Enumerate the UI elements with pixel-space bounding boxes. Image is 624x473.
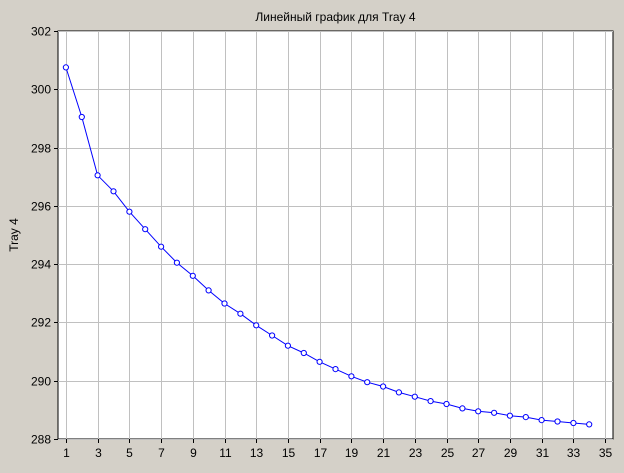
data-point: [237, 310, 244, 317]
data-point: [380, 383, 387, 390]
x-tick-label: 3: [95, 446, 102, 460]
data-point: [316, 358, 323, 365]
x-tick-label: 21: [377, 446, 391, 460]
y-tick-label: 300: [31, 83, 51, 97]
y-axis-title: Tray 4: [7, 218, 21, 252]
data-point: [522, 414, 529, 421]
x-tick-label: 25: [441, 446, 455, 460]
data-point: [78, 113, 85, 121]
data-point: [348, 373, 355, 380]
x-tick-label: 7: [158, 446, 165, 460]
x-tick-label: 23: [409, 446, 423, 460]
data-point: [364, 379, 371, 386]
data-point: [284, 342, 291, 349]
data-point: [586, 421, 593, 428]
y-tick-label: 292: [31, 316, 51, 330]
x-tick-label: 17: [314, 446, 328, 460]
x-tick-label: 33: [567, 446, 581, 460]
data-point: [570, 419, 577, 427]
data-point: [205, 287, 212, 294]
y-tick-label: 294: [31, 258, 51, 272]
data-point: [443, 400, 450, 408]
y-tick-label: 298: [31, 142, 51, 156]
x-tick-label: 11: [219, 446, 232, 460]
data-point: [427, 398, 434, 405]
data-point: [253, 322, 260, 329]
data-point: [538, 417, 545, 424]
x-tick-label: 35: [599, 446, 613, 460]
y-tick-label: 302: [31, 25, 51, 39]
data-point: [126, 208, 133, 215]
series-layer: [62, 64, 593, 428]
data-point: [269, 332, 276, 339]
data-point: [173, 259, 180, 266]
x-tick-label: 5: [126, 446, 133, 460]
x-tick-label: 29: [504, 446, 518, 460]
data-point: [300, 349, 307, 357]
y-tick-label: 290: [31, 375, 51, 389]
chart-title: Линейный график для Tray 4: [255, 10, 415, 24]
data-point: [221, 300, 228, 307]
x-tick-label: 19: [345, 446, 359, 460]
data-point: [332, 366, 339, 373]
axis-ticks: 1 3 5 7 9 11 13 15 17 19 21 23 25 27 29 31 33 35288290292…: [31, 25, 613, 461]
grid-lines: [58, 31, 613, 440]
data-point: [554, 418, 561, 425]
y-tick-label: 296: [31, 200, 51, 214]
data-point: [158, 243, 165, 250]
x-tick-label: 9: [190, 446, 197, 460]
data-point: [62, 64, 70, 71]
x-tick-label: 31: [536, 446, 550, 460]
data-point: [94, 172, 101, 179]
data-point: [506, 412, 513, 419]
data-point: [142, 226, 149, 233]
x-tick-label: 15: [282, 446, 296, 460]
x-tick-label: 27: [472, 446, 486, 460]
data-point: [491, 409, 498, 416]
data-point: [395, 389, 402, 396]
y-tick-label: 288: [31, 433, 51, 447]
data-point: [189, 272, 196, 279]
x-tick-label: 13: [250, 446, 264, 460]
data-point: [110, 188, 117, 195]
data-point: [475, 408, 482, 415]
plot-area: [57, 30, 614, 440]
x-tick-label: 1: [63, 446, 70, 460]
data-point: [411, 393, 418, 400]
series-line: [65, 67, 590, 425]
data-point: [459, 405, 466, 412]
